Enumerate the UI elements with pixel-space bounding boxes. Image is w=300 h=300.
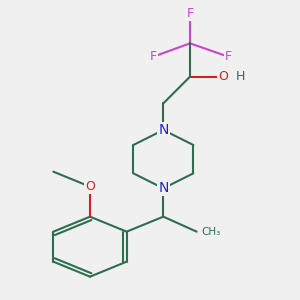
Text: N: N	[158, 123, 169, 137]
Text: O: O	[85, 180, 95, 193]
Text: CH₃: CH₃	[202, 227, 221, 237]
Text: F: F	[186, 7, 194, 20]
Text: H: H	[235, 70, 245, 83]
Text: F: F	[225, 50, 232, 63]
Text: N: N	[158, 181, 169, 195]
Text: F: F	[150, 50, 157, 63]
Text: O: O	[218, 70, 228, 83]
